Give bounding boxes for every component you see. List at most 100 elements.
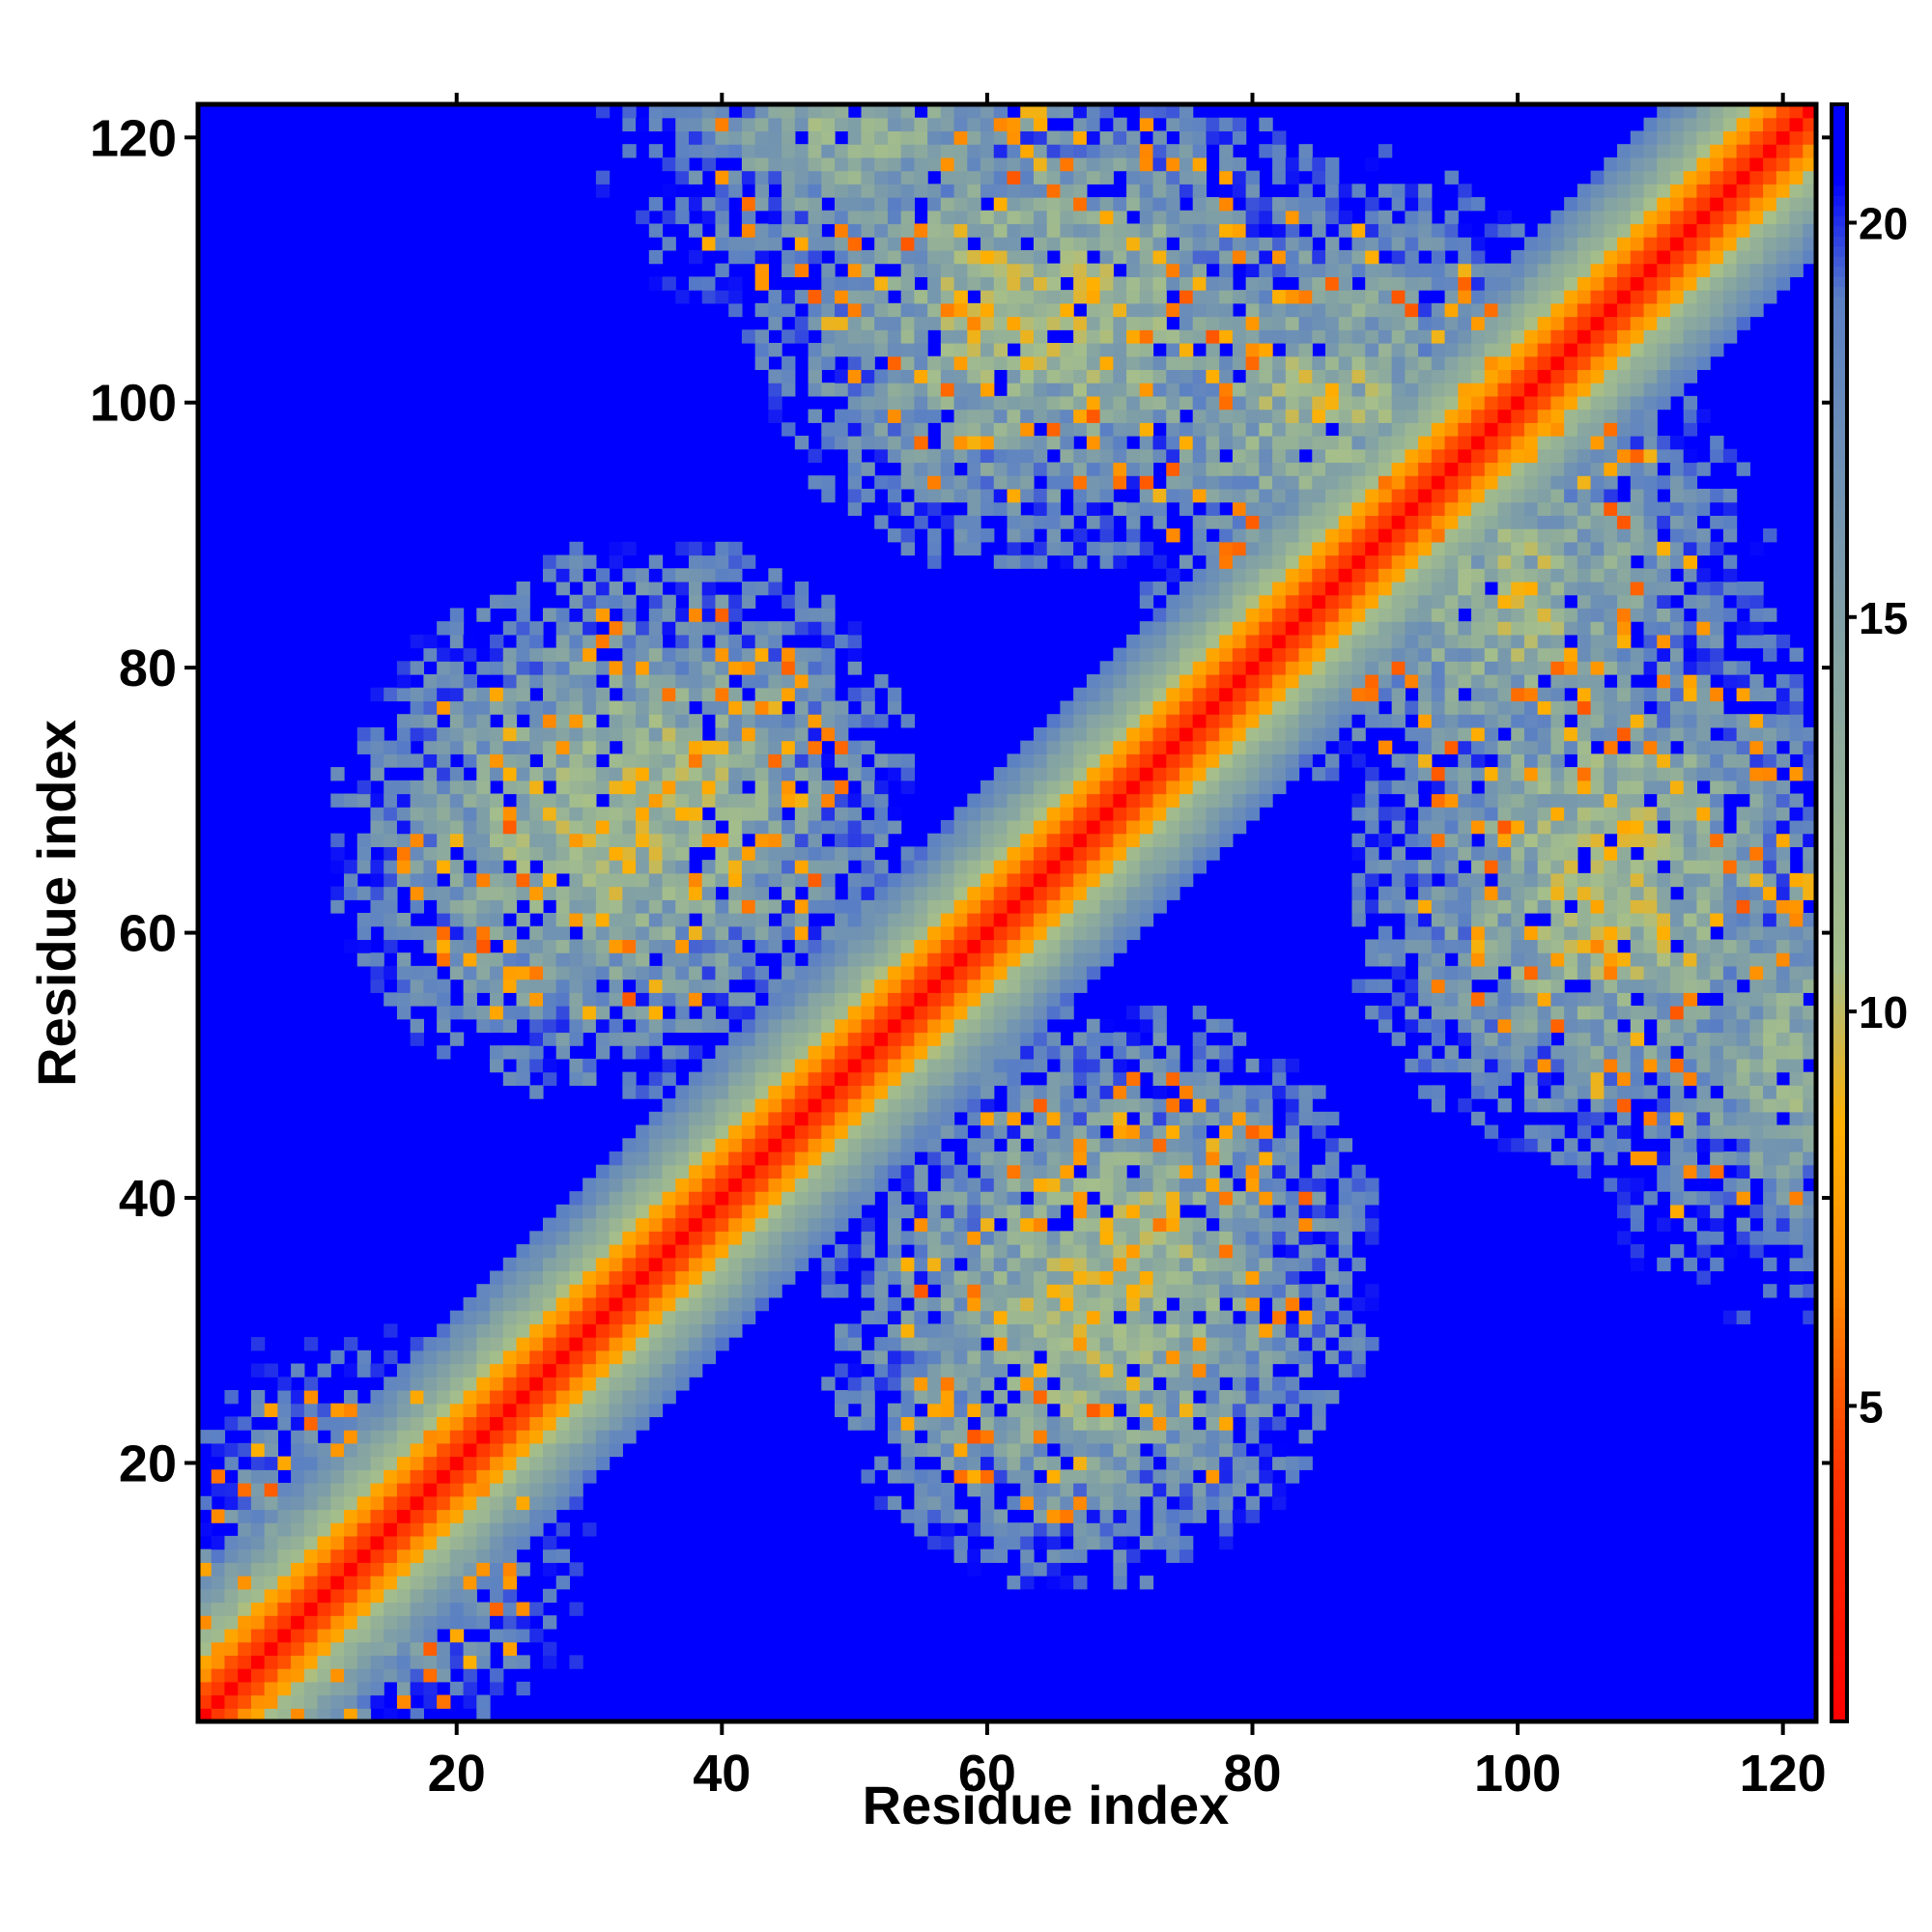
heatmap-cell [569,1058,583,1073]
heatmap-cell [1099,1377,1114,1391]
heatmap-cell [715,952,729,967]
heatmap-cell [940,1430,955,1444]
heatmap-cell [569,1310,583,1324]
heatmap-cell [516,1270,530,1285]
heatmap-cell [1763,1178,1777,1192]
heatmap-cell [847,144,863,158]
heatmap-cell [927,488,942,503]
heatmap-cell [794,819,810,835]
heatmap-cell [835,249,849,265]
heatmap-cell [582,965,597,980]
heatmap-cell [728,184,743,198]
heatmap-cell [993,1257,1009,1272]
heatmap-cell [476,726,491,742]
heatmap-cell [794,223,810,238]
heatmap-cell [1338,1284,1353,1298]
heatmap-cell [874,833,889,847]
heatmap-cell [1099,1310,1114,1324]
heatmap-cell [861,210,875,225]
heatmap-cell [609,1270,623,1285]
heatmap-cell [569,568,583,582]
heatmap-cell [542,608,557,622]
heatmap-cell [754,1231,769,1245]
heatmap-cell [529,1337,544,1351]
heatmap-cell [900,1509,915,1523]
heatmap-cell [609,819,623,835]
heatmap-cell [1550,939,1565,953]
heatmap-cell [662,1389,676,1405]
heatmap-cell [715,1204,729,1219]
heatmap-cell [1192,1138,1208,1152]
heatmap-cell [953,925,968,941]
heatmap-cell [1007,448,1021,464]
heatmap-cell [648,965,664,980]
heatmap-cell [1683,992,1698,1007]
heatmap-cell [595,661,611,675]
heatmap-cell [940,939,955,953]
heatmap-cell [1272,1164,1287,1179]
heatmap-cell [768,833,782,847]
heatmap-cell [1152,1231,1167,1245]
heatmap-cell [1669,1138,1685,1152]
heatmap-cell [463,1006,477,1020]
heatmap-cell [1259,1138,1273,1152]
heatmap-cell [847,342,863,357]
heatmap-cell [1298,1204,1313,1219]
heatmap-cell [900,1058,915,1073]
heatmap-cell [1484,925,1499,941]
heatmap-cell [1033,939,1048,953]
heatmap-cell [622,1138,637,1152]
heatmap-cell [410,726,424,742]
heatmap-cell [423,1681,438,1696]
heatmap-cell [582,581,597,596]
heatmap-cell [437,807,451,821]
heatmap-cell [502,819,518,835]
heatmap-cell [741,661,756,675]
heatmap-cell [569,899,583,914]
heatmap-cell [264,1641,278,1656]
heatmap-cell [1060,1151,1074,1166]
heatmap-cell [1046,1138,1062,1152]
heatmap-cell [847,316,863,330]
heatmap-cell [1219,1430,1234,1444]
heatmap-cell [1484,913,1499,927]
heatmap-cell [940,1045,955,1060]
heatmap-cell [794,714,810,728]
heatmap-cell [1391,899,1406,914]
heatmap-cell [490,1350,504,1365]
heatmap-cell [1749,1111,1764,1126]
heatmap-cell [1312,1085,1326,1099]
heatmap-cell [1099,1495,1114,1511]
heatmap-cell [1365,952,1379,967]
heatmap-cell [1458,913,1472,927]
heatmap-cell [463,846,477,861]
heatmap-cell [715,913,729,927]
heatmap-cell [303,1403,319,1418]
heatmap-cell [953,939,968,953]
heatmap-cell [808,700,822,715]
heatmap-cell [953,488,968,503]
heatmap-cell [595,634,611,649]
heatmap-cell [437,1548,451,1563]
heatmap-cell [542,1509,557,1523]
heatmap-cell [542,753,557,768]
heatmap-cell [410,1416,424,1431]
heatmap-cell [356,1522,372,1537]
heatmap-cell [1710,1138,1724,1152]
heatmap-cell [529,661,544,675]
heatmap-cell [463,807,477,821]
heatmap-cell [847,899,863,914]
heatmap-cell [835,1045,849,1060]
heatmap-cell [1007,979,1021,993]
heatmap-cell [794,156,810,172]
heatmap-cell [277,1456,292,1470]
heatmap-cell [1020,1562,1035,1577]
heatmap-cell [1033,925,1048,941]
heatmap-cell [847,1138,863,1152]
heatmap-cell [423,925,438,941]
heatmap-cell [993,448,1009,464]
heatmap-cell [900,899,915,914]
heatmap-cell [396,1363,412,1378]
heatmap-cell [887,1124,902,1139]
heatmap-cell [198,1628,213,1643]
